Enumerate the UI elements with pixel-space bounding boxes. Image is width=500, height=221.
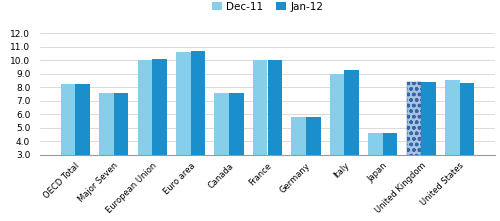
Bar xyxy=(60,84,76,195)
Bar xyxy=(406,82,422,195)
Bar xyxy=(292,117,306,195)
Bar xyxy=(190,51,205,195)
Bar xyxy=(344,70,359,195)
Bar xyxy=(445,80,460,195)
Legend: Dec-11, Jan-12: Dec-11, Jan-12 xyxy=(212,2,324,12)
Bar xyxy=(383,133,398,195)
Bar xyxy=(306,117,320,195)
Bar xyxy=(229,93,244,195)
Bar xyxy=(114,93,128,195)
Bar xyxy=(138,60,152,195)
Bar xyxy=(422,82,436,195)
Bar xyxy=(76,84,90,195)
Bar xyxy=(152,59,167,195)
Bar xyxy=(268,60,282,195)
Bar xyxy=(368,133,383,195)
Bar xyxy=(330,74,344,195)
Bar xyxy=(253,60,268,195)
Bar xyxy=(99,93,114,195)
Bar xyxy=(460,83,474,195)
Bar xyxy=(214,93,229,195)
Bar xyxy=(176,52,190,195)
